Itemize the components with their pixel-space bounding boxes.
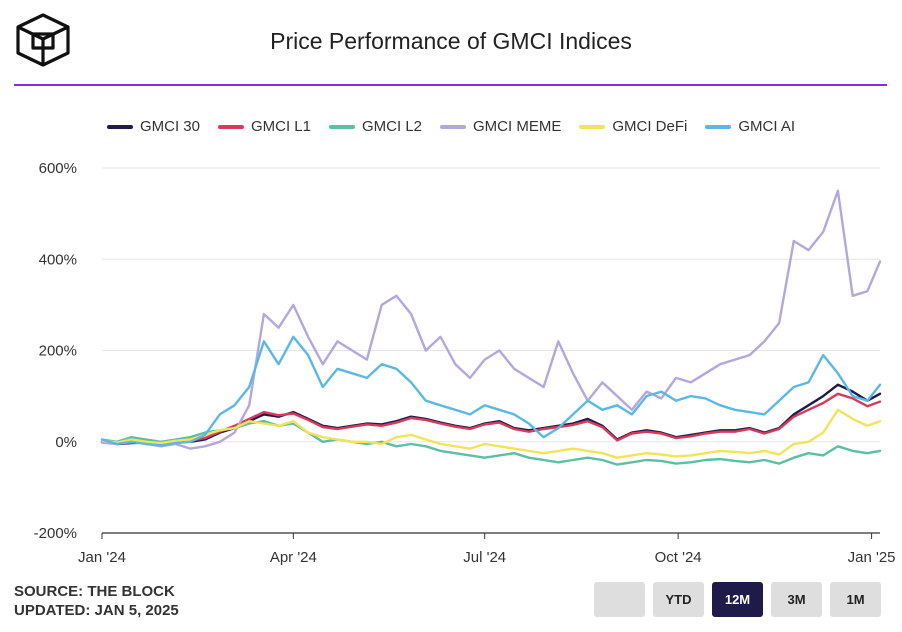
legend-label: GMCI MEME [473, 118, 562, 135]
y-tick-label: 200% [39, 343, 77, 360]
legend-item[interactable]: GMCI L1 [217, 118, 311, 135]
legend-swatch [217, 124, 244, 129]
legend-label: GMCI L2 [361, 118, 422, 135]
legend-label: GMCI 30 [139, 118, 200, 135]
legend-item[interactable]: GMCI L2 [328, 118, 422, 135]
range-button-3m[interactable]: 3M [771, 582, 822, 617]
series-line-gmci-ai [100, 335, 882, 447]
legend-swatch [328, 124, 355, 129]
legend-item[interactable]: GMCI AI [705, 118, 795, 135]
y-tick-label: -200% [34, 525, 77, 542]
chart-footer: SOURCE: THE BLOCK UPDATED: JAN 5, 2025 [14, 582, 179, 620]
range-button-12m[interactable]: 12M [712, 582, 763, 617]
the-block-logo [16, 13, 70, 67]
range-selector: YTD 12M 3M 1M [594, 582, 881, 617]
y-tick-label: 600% [39, 160, 77, 177]
y-tick-label: 400% [39, 251, 77, 268]
x-tick-label: Jan '25 [848, 549, 896, 566]
x-tick-label: Oct '24 [655, 549, 702, 566]
legend-label: GMCI L1 [250, 118, 311, 135]
legend-swatch [579, 124, 606, 129]
legend-label: GMCI AI [738, 118, 796, 135]
series-line-gmci-meme [100, 189, 882, 450]
chart-legend: GMCI 30 GMCI L1 GMCI L2 GMCI MEME GMCI DeFi G… [0, 118, 902, 135]
series-line-gmci-l1 [100, 392, 882, 445]
source-text: SOURCE: THE BLOCK [14, 583, 175, 600]
legend-swatch [705, 124, 732, 129]
legend-label: GMCI DeFi [612, 118, 688, 135]
y-tick-label: 0% [55, 434, 77, 451]
range-button-blank[interactable] [594, 582, 645, 617]
legend-swatch [440, 124, 466, 129]
legend-item[interactable]: GMCI DeFi [579, 118, 687, 135]
updated-text: UPDATED: JAN 5, 2025 [14, 602, 179, 619]
series-line-gmci-defi [100, 408, 882, 459]
title-divider [14, 84, 887, 86]
x-tick-label: Apr '24 [270, 549, 317, 566]
legend-item[interactable]: GMCI MEME [440, 118, 561, 135]
x-tick-label: Jan '24 [78, 549, 126, 566]
chart-title: Price Performance of GMCI Indices [270, 28, 632, 54]
range-button-ytd[interactable]: YTD [653, 582, 704, 617]
legend-swatch [106, 124, 133, 129]
x-tick-label: Jul '24 [463, 549, 506, 566]
legend-item[interactable]: GMCI 30 [106, 118, 200, 135]
range-button-1m[interactable]: 1M [830, 582, 881, 617]
